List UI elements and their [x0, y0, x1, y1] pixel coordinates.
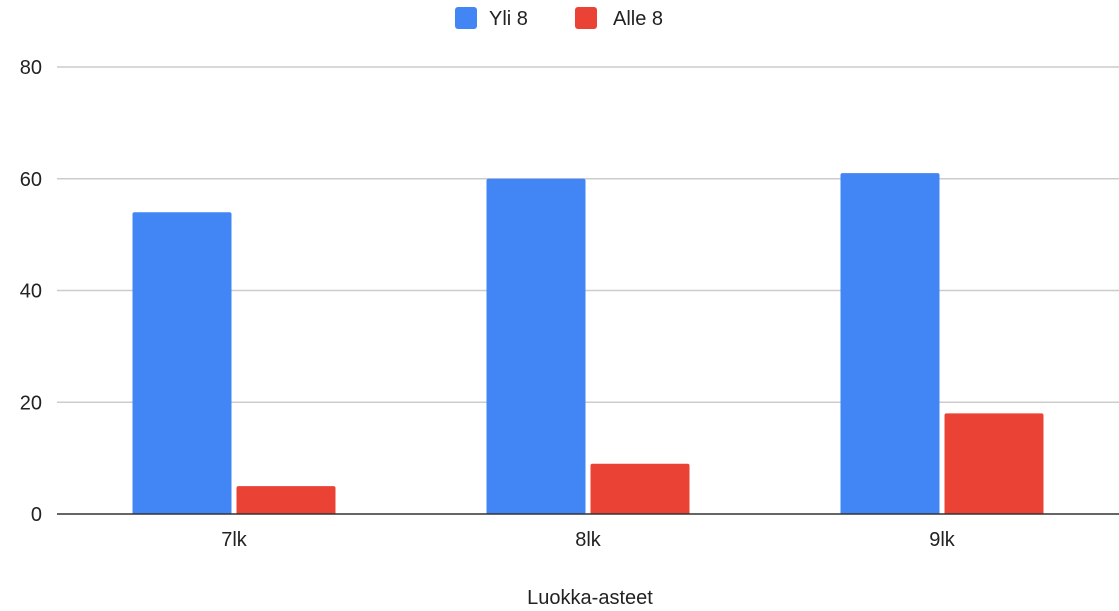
y-tick-label: 80	[20, 57, 42, 79]
legend-label-yli-8: Yli 8	[489, 8, 528, 30]
bar-yli-8-9lk	[840, 173, 940, 514]
bars	[132, 173, 1044, 514]
bar-yli-8-8lk	[486, 178, 586, 514]
x-tick-label: 7lk	[221, 529, 248, 551]
x-axis-title: Luokka-asteet	[527, 587, 653, 609]
bar-yli-8-7lk	[132, 212, 232, 514]
y-tick-label: 0	[31, 504, 42, 526]
bar-alle-8-8lk	[590, 463, 690, 514]
legend-swatch-yli-8	[455, 7, 477, 29]
legend-swatch-alle-8	[575, 7, 597, 29]
bar-alle-8-9lk	[944, 413, 1044, 514]
legend-label-alle-8: Alle 8	[613, 8, 663, 30]
x-tick-label: 9lk	[929, 529, 956, 551]
bar-alle-8-7lk	[236, 486, 336, 514]
gridlines	[57, 66, 1119, 403]
x-tick-label: 8lk	[575, 529, 602, 551]
x-axis-ticks: 7lk 8lk 9lk	[221, 529, 956, 551]
y-tick-label: 40	[20, 281, 42, 303]
y-tick-label: 60	[20, 169, 42, 191]
legend: Yli 8 Alle 8	[455, 7, 663, 30]
y-tick-label: 20	[20, 392, 42, 414]
y-axis-ticks: 0 20 40 60 80	[20, 57, 42, 526]
